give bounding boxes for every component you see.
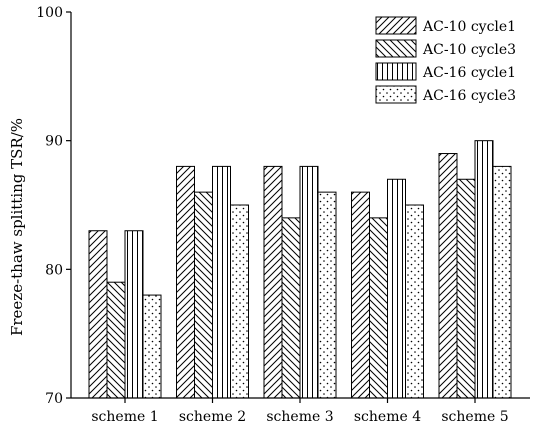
bar-2-1 <box>106 281 126 399</box>
x-ticks: scheme 1 scheme 2 scheme 3 scheme 4 scheme 5 <box>91 398 509 425</box>
bar-1-4 <box>351 191 370 399</box>
x-tick-label: scheme 2 <box>179 409 246 425</box>
bar-1-3 <box>263 165 283 399</box>
bar-3-1 <box>124 230 144 399</box>
y-tick-label: 70 <box>45 391 63 407</box>
legend-label-2: AC-10 cycle3 <box>422 42 516 58</box>
bar-4-2 <box>230 204 249 399</box>
bar-2-3 <box>281 217 301 399</box>
bar-3-3 <box>299 165 319 399</box>
y-tick-label: 90 <box>45 134 63 150</box>
bar-4-4 <box>405 204 424 399</box>
bar-3-4 <box>387 178 406 399</box>
x-tick-label: scheme 1 <box>91 409 158 425</box>
bars-group <box>88 140 512 399</box>
legend-label-1: AC-10 cycle1 <box>422 19 516 35</box>
y-tick-label: 80 <box>45 262 63 278</box>
bar-1-2 <box>176 165 195 399</box>
bar-2-5 <box>456 178 476 399</box>
bar-3-5 <box>474 140 494 399</box>
x-tick-label: scheme 5 <box>441 409 508 425</box>
bar-1-1 <box>88 230 108 399</box>
y-tick-label: 100 <box>36 5 63 21</box>
bar-3-2 <box>212 165 231 399</box>
bar-4-3 <box>317 191 337 399</box>
x-tick-label: scheme 3 <box>266 409 333 425</box>
bar-4-5 <box>492 165 512 399</box>
legend-swatch-1 <box>375 16 417 35</box>
y-axis-title: Freeze-thaw splitting TSR/% <box>8 118 26 336</box>
legend: AC-10 cycle1 AC-10 cycle3 AC-16 cycle1 AC-1… <box>375 16 516 104</box>
legend-swatch-3 <box>375 62 417 81</box>
bar-2-4 <box>369 217 388 399</box>
legend-label-3: AC-16 cycle1 <box>422 65 516 81</box>
legend-swatch-4 <box>375 85 417 104</box>
bar-1-5 <box>438 153 458 399</box>
y-ticks: 70 80 90 100 <box>36 5 71 407</box>
bar-2-2 <box>194 191 213 399</box>
bar-4-1 <box>142 294 162 399</box>
legend-label-4: AC-16 cycle3 <box>422 88 516 104</box>
x-tick-label: scheme 4 <box>354 409 421 425</box>
legend-swatch-2 <box>375 39 417 58</box>
